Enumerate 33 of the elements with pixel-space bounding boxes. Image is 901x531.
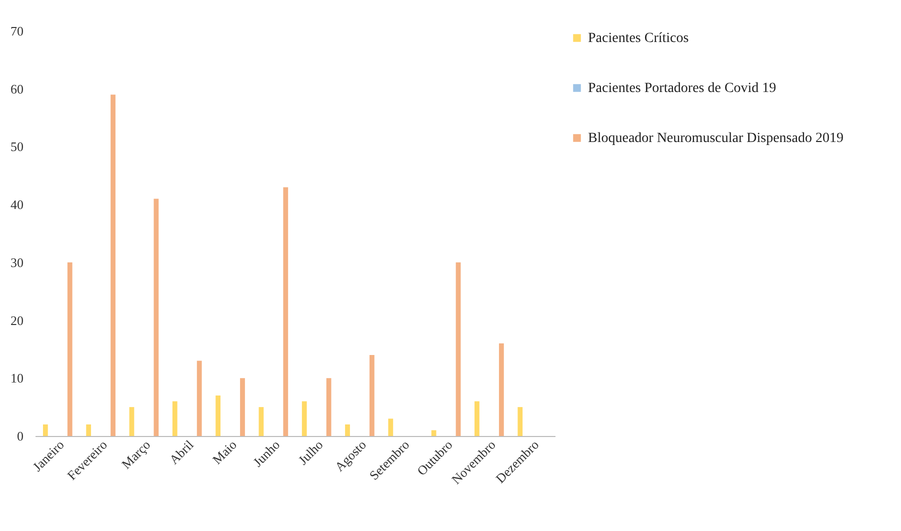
bar	[129, 407, 134, 436]
y-tick-label: 50	[10, 139, 24, 154]
y-tick-label: 60	[10, 81, 24, 96]
bar	[345, 424, 350, 436]
y-tick-label: 30	[10, 254, 24, 270]
bar	[431, 430, 436, 436]
bar	[302, 401, 307, 436]
bar	[283, 187, 288, 436]
bar	[456, 262, 461, 436]
y-tick-label: 70	[10, 24, 24, 38]
bar	[498, 343, 504, 436]
bar	[518, 407, 523, 436]
bar	[326, 378, 332, 436]
bar	[370, 355, 374, 436]
legend-label: Pacientes Críticos	[588, 31, 689, 46]
bar	[172, 401, 178, 436]
legend-label: Bloqueador Neuromuscular Dispensado 2019	[588, 131, 844, 146]
bar	[474, 401, 480, 436]
bar	[216, 396, 220, 436]
legend-label: Pacientes Portadores de Covid 19	[588, 81, 776, 96]
bar	[42, 424, 48, 436]
y-tick-label: 20	[10, 312, 24, 328]
y-tick-label: 0	[17, 428, 24, 444]
bar	[388, 418, 394, 436]
bar	[110, 94, 116, 436]
bar	[258, 407, 264, 436]
y-tick-label: 40	[10, 197, 24, 212]
bar	[154, 198, 159, 436]
bar	[86, 424, 92, 436]
bar	[240, 378, 245, 436]
bar	[196, 360, 202, 436]
bar	[67, 262, 72, 436]
y-tick-label: 10	[10, 370, 24, 386]
